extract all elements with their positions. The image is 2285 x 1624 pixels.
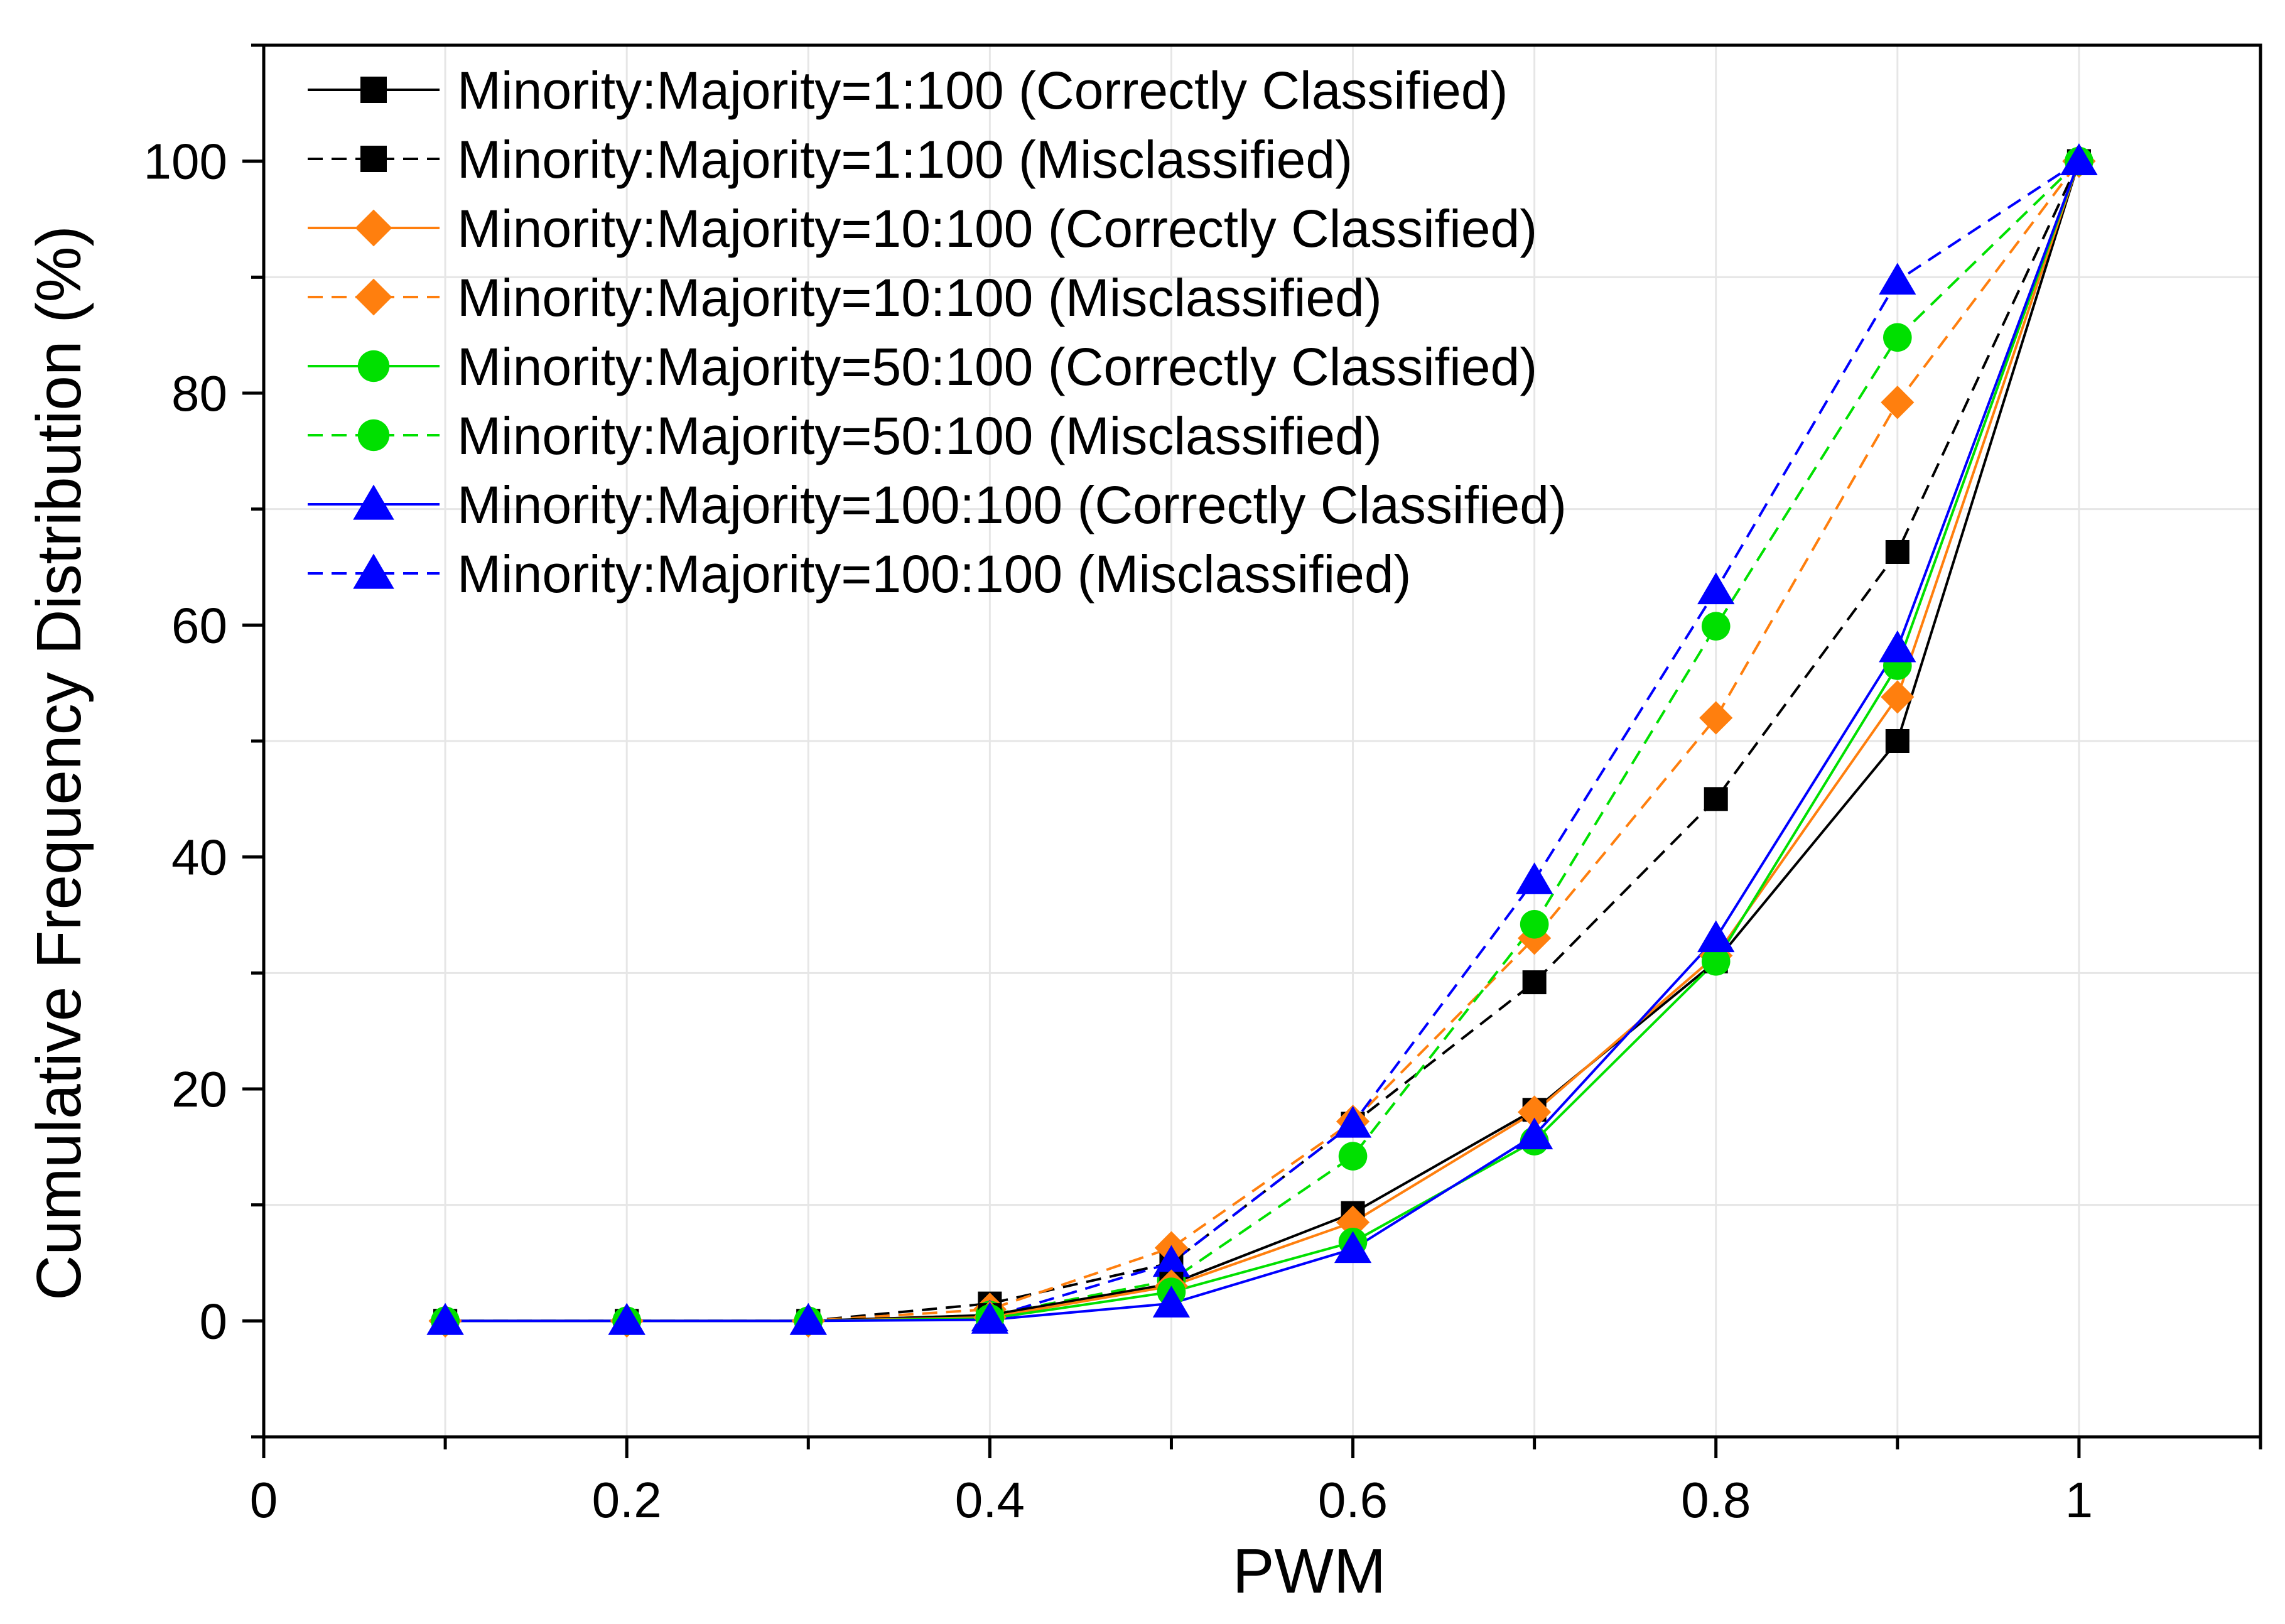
x-tick-label: 1: [2065, 1472, 2093, 1528]
data-point: [1881, 680, 1915, 714]
legend-marker: [360, 77, 387, 103]
data-point: [971, 1302, 1009, 1334]
data-point: [1334, 1231, 1372, 1264]
data-point: [1152, 1286, 1191, 1318]
x-axis-title: PWM: [1233, 1536, 1386, 1606]
legend-label: Minority:Majority=50:100 (Misclassified): [457, 406, 1382, 465]
legend-marker: [353, 484, 394, 520]
data-point: [1338, 1142, 1368, 1171]
legend-label: Minority:Majority=100:100 (Correctly Cla…: [457, 475, 1567, 534]
data-point: [1520, 909, 1549, 939]
series-group: [426, 143, 2098, 1338]
data-point: [1697, 920, 1735, 953]
y-tick-label: 20: [171, 1061, 227, 1117]
data-point: [1883, 323, 1912, 352]
x-tick-label: 0: [250, 1472, 278, 1528]
legend: Minority:Majority=1:100 (Correctly Class…: [308, 61, 1567, 604]
series-line-7: [445, 160, 2080, 1323]
y-tick-label: 60: [171, 597, 227, 653]
axes-group: 0 0.2 0.4 0.6 0.8 1 0 20 40 60 80 100: [144, 43, 2262, 1528]
y-tick-label: 100: [144, 134, 227, 190]
legend-marker: [357, 350, 390, 382]
data-point: [1701, 612, 1731, 641]
data-point: [2060, 143, 2098, 175]
data-point: [1152, 1245, 1191, 1277]
legend-marker: [357, 419, 390, 452]
legend-label: Minority:Majority=10:100 (Misclassified): [457, 268, 1382, 327]
y-tick-label: 80: [171, 365, 227, 421]
legend-label: Minority:Majority=1:100 (Misclassified): [457, 130, 1353, 189]
data-point: [1518, 1095, 1552, 1129]
legend-marker: [360, 146, 387, 172]
y-axis-title: Cumulative Frequency Distribution (%): [24, 225, 94, 1301]
x-tick-label: 0.4: [955, 1472, 1025, 1528]
data-point: [1515, 862, 1553, 894]
legend-label: Minority:Majority=100:100 (Misclassified…: [457, 544, 1412, 604]
data-point: [608, 1302, 646, 1335]
data-point: [1697, 572, 1735, 605]
data-point: [1522, 970, 1547, 995]
data-point: [1885, 729, 1910, 753]
data-point: [1699, 701, 1733, 735]
legend-marker: [353, 553, 394, 589]
data-point: [789, 1302, 827, 1335]
y-tick-label: 40: [171, 830, 227, 885]
legend-marker: [355, 278, 392, 316]
data-point: [1881, 386, 1915, 420]
legend-label: Minority:Majority=50:100 (Correctly Clas…: [457, 337, 1537, 396]
data-point: [1885, 539, 1910, 564]
data-point: [1515, 1117, 1553, 1150]
x-tick-label: 0.6: [1318, 1472, 1388, 1528]
data-point: [1879, 630, 1916, 663]
data-point: [426, 1302, 464, 1335]
data-point: [1334, 1105, 1372, 1138]
legend-marker: [355, 209, 392, 247]
data-point: [1704, 787, 1728, 811]
y-tick-label: 0: [200, 1293, 228, 1349]
x-tick-label: 0.2: [592, 1472, 662, 1528]
data-point: [1879, 263, 1916, 295]
x-tick-label: 0.8: [1681, 1472, 1751, 1528]
legend-label: Minority:Majority=1:100 (Correctly Class…: [457, 61, 1508, 120]
data-point: [1701, 947, 1731, 976]
legend-label: Minority:Majority=10:100 (Correctly Clas…: [457, 199, 1537, 258]
